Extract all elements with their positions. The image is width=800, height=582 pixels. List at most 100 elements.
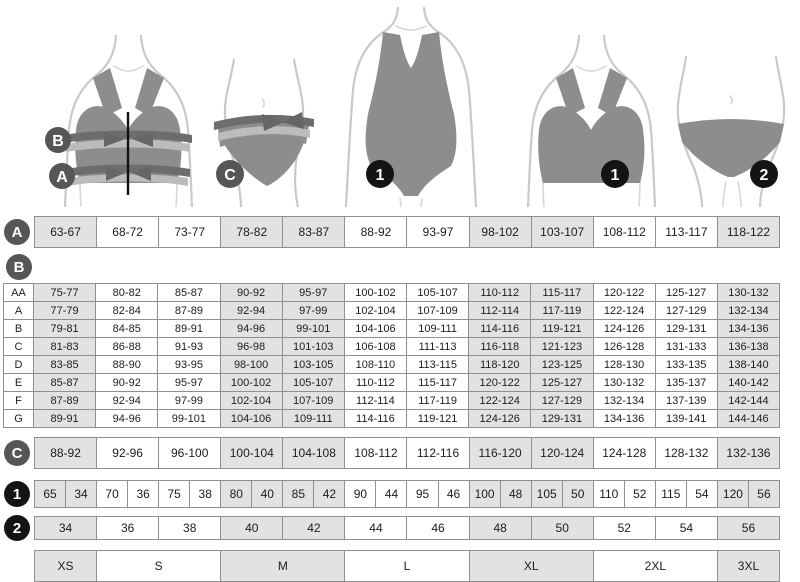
table-cell: 40 (221, 517, 283, 539)
table-cell: 68-72 (97, 217, 159, 247)
international-size-row: XS S M L XL 2XL 3XL (34, 550, 780, 582)
table-cell: 90-92 (220, 284, 282, 301)
table-cell: 102-104 (344, 302, 406, 319)
cup-row-B: B 79-81 84-85 89-91 94-96 99-101 104-106 109-11… (4, 320, 779, 337)
badge-c-icon: C (216, 160, 244, 188)
panties-product-figure: 2 (676, 55, 786, 207)
table-cell: 130-132 (717, 284, 779, 301)
table-cell: 120-122 (593, 284, 655, 301)
badge-1-icon: 1 (366, 160, 394, 188)
table-cell: 117-119 (531, 302, 593, 319)
badge-a-icon: A (49, 163, 75, 189)
international-size-cells: XS S M L XL 2XL 3XL (34, 550, 780, 582)
table-cell: 100-102 (220, 374, 282, 391)
table-cell: 108-110 (344, 356, 406, 373)
table-cell: 42 (314, 481, 345, 507)
table-cell: 95-97 (158, 374, 220, 391)
table-cell: 46 (407, 517, 469, 539)
table-cell: 79-81 (34, 320, 96, 337)
table-cell: 93-97 (407, 217, 469, 247)
table-cell: 116-120 (469, 438, 531, 468)
table-cell: 103-105 (282, 356, 344, 373)
table-cell: 100-102 (344, 284, 406, 301)
table-cell: 85-87 (34, 374, 96, 391)
table-cell: 73-77 (159, 217, 221, 247)
table-cell: 110 (593, 481, 624, 507)
table-cell: 78-82 (221, 217, 283, 247)
table-cell: 104-106 (344, 320, 406, 337)
svg-text:B: B (52, 133, 64, 150)
bra-measurement-figure: B A (45, 34, 194, 207)
table-cell: 88-90 (96, 356, 158, 373)
underbust-row: A 63-67 68-72 73-77 78-82 83-87 88-92 93-97 98-… (0, 216, 780, 248)
table-cell: 96-98 (220, 338, 282, 355)
table-cell: 102-104 (220, 392, 282, 409)
cup-label: AA (4, 284, 33, 301)
table-cell: 52 (624, 481, 655, 507)
table-cell: 128-130 (593, 356, 655, 373)
table-cell: 125-127 (655, 284, 717, 301)
table-cell: 54 (655, 517, 717, 539)
table-cell: 54 (686, 481, 717, 507)
table-cell: 106-108 (344, 338, 406, 355)
table-cell: 52 (593, 517, 655, 539)
table-cell: 95 (407, 481, 438, 507)
badge-b-icon: B (45, 127, 71, 153)
table-cell: 56 (748, 481, 779, 507)
panties-front (224, 137, 304, 186)
brief-size-cells: 34 36 38 40 42 44 46 48 50 52 54 56 (34, 516, 780, 540)
table-cell: 80-82 (96, 284, 158, 301)
table-cell: 134-136 (593, 410, 655, 427)
table-cell: 101-103 (282, 338, 344, 355)
table-cell: 81-83 (34, 338, 96, 355)
table-cell: 89-91 (34, 410, 96, 427)
table-cell: 123-125 (531, 356, 593, 373)
hips-cells: 88-92 92-96 96-100 100-104 104-108 108-112 112… (34, 437, 780, 469)
brief-size-row: 2 34 36 38 40 42 44 46 48 50 52 54 56 (0, 515, 780, 541)
table-cell: 130-132 (593, 374, 655, 391)
table-cell: 87-89 (34, 392, 96, 409)
table-cell: 105 (531, 481, 562, 507)
table-cell: 120 (717, 481, 748, 507)
table-cell: 108-112 (593, 217, 655, 247)
svg-text:C: C (224, 167, 236, 184)
table-cell: 138-140 (717, 356, 779, 373)
svg-text:1: 1 (611, 167, 620, 184)
table-cell: 83-85 (34, 356, 96, 373)
table-cell: 44 (345, 517, 407, 539)
svg-text:1: 1 (376, 167, 385, 184)
table-cell: 100-104 (221, 438, 283, 468)
bust-table: AA 75-77 80-82 85-87 90-92 95-97 100-102 105-10… (3, 283, 780, 428)
table-cell: 48 (500, 481, 531, 507)
table-cell: 98-100 (220, 356, 282, 373)
table-cell: 34 (66, 481, 97, 507)
table-cell: 110-112 (469, 284, 531, 301)
table-cell: 77-79 (34, 302, 96, 319)
table-cell: 92-96 (97, 438, 159, 468)
size-cell-L: L (345, 551, 469, 581)
table-cell: 42 (283, 517, 345, 539)
table-cell: 89-91 (158, 320, 220, 337)
table-cell: 139-141 (655, 410, 717, 427)
table-cell: 129-131 (655, 320, 717, 337)
cup-label: F (4, 392, 33, 409)
cup-label: E (4, 374, 33, 391)
measurement-figures: B A C 1 (0, 0, 800, 210)
table-cell: 126-128 (593, 338, 655, 355)
table-cell: 34 (35, 517, 97, 539)
table-cell: 137-139 (655, 392, 717, 409)
cup-label: G (4, 410, 33, 427)
hips-row: C 88-92 92-96 96-100 100-104 104-108 108-112 1… (0, 437, 780, 469)
cup-label: D (4, 356, 33, 373)
table-cell: 114-116 (469, 320, 531, 337)
cup-row-F: F 87-89 92-94 97-99 102-104 107-109 112-114 117… (4, 392, 779, 409)
table-cell: 97-99 (282, 302, 344, 319)
table-cell: 91-93 (158, 338, 220, 355)
row-a-badge: A (4, 219, 30, 245)
table-cell: 96-100 (159, 438, 221, 468)
table-cell: 98-102 (469, 217, 531, 247)
table-cell: 140-142 (717, 374, 779, 391)
table-cell: 112-116 (407, 438, 469, 468)
table-cell: 63-67 (35, 217, 97, 247)
table-cell: 129-131 (531, 410, 593, 427)
